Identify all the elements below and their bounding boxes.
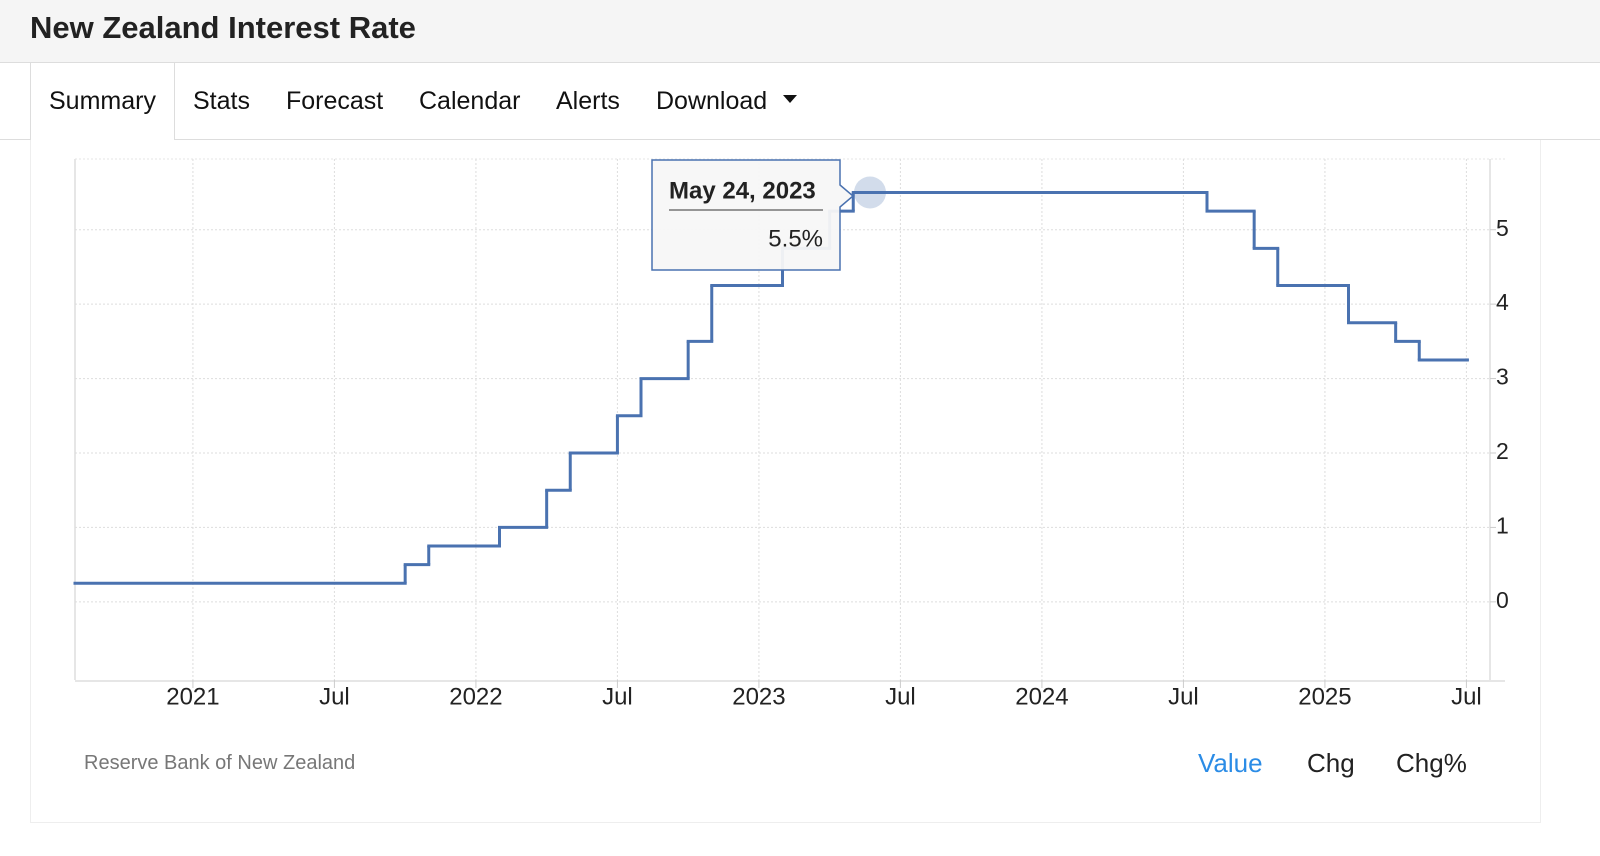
tab-label: Alerts: [556, 87, 620, 115]
view-button[interactable]: Chg%: [1396, 748, 1467, 778]
tab-label: Calendar: [419, 87, 521, 115]
x-tick-label: Jul: [885, 683, 916, 710]
tab-label: Download: [656, 87, 768, 115]
panel: [30, 140, 1541, 823]
x-tick-label: Jul: [1168, 683, 1199, 710]
y-tick-label: 1: [1496, 512, 1509, 538]
tooltip-box: [651, 159, 855, 271]
x-tick-label: 2022: [449, 683, 502, 710]
y-tick-label: 5: [1496, 215, 1509, 241]
tab[interactable]: Calendar: [401, 63, 538, 139]
y-tick-label: 4: [1496, 289, 1509, 315]
view-button[interactable]: Value: [1198, 748, 1263, 778]
source: Reserve Bank of New Zealand: [84, 752, 356, 774]
tab-bar: Summary Stats Forecast Calendar Alerts Downlo…: [0, 63, 1600, 140]
y-tick-label: 0: [1496, 587, 1509, 613]
tab-label: Forecast: [286, 87, 384, 115]
x-tick-label: 2023: [732, 683, 785, 710]
tooltip-value: 5.5%: [768, 225, 823, 252]
tab[interactable]: Summary: [30, 63, 175, 140]
tab[interactable]: Download: [638, 63, 815, 139]
x-tick-label: Jul: [602, 683, 633, 710]
tab-label: Summary: [49, 87, 156, 115]
page-title: New Zealand Interest Rate: [30, 10, 416, 45]
tab[interactable]: Alerts: [538, 63, 638, 139]
x-tick-label: Jul: [1451, 683, 1482, 710]
header: New Zealand Interest Rate: [0, 0, 1600, 63]
x-tick-label: 2024: [1015, 683, 1068, 710]
hover-marker: [854, 176, 886, 209]
y-tick-label: 2: [1496, 438, 1509, 464]
tab[interactable]: Forecast: [268, 63, 401, 139]
tooltip: May 24, 2023 5.5%: [651, 159, 855, 271]
tooltip-date: May 24, 2023: [669, 177, 816, 204]
x-tick-label: 2025: [1298, 683, 1351, 710]
dropdown-caret: [783, 95, 798, 104]
view-button[interactable]: Chg: [1307, 748, 1355, 778]
y-tick-label: 3: [1496, 364, 1509, 390]
x-tick-label: 2021: [166, 683, 219, 710]
x-tick-label: Jul: [319, 683, 350, 710]
tab-label: Stats: [193, 87, 250, 115]
tab[interactable]: Stats: [175, 63, 268, 139]
